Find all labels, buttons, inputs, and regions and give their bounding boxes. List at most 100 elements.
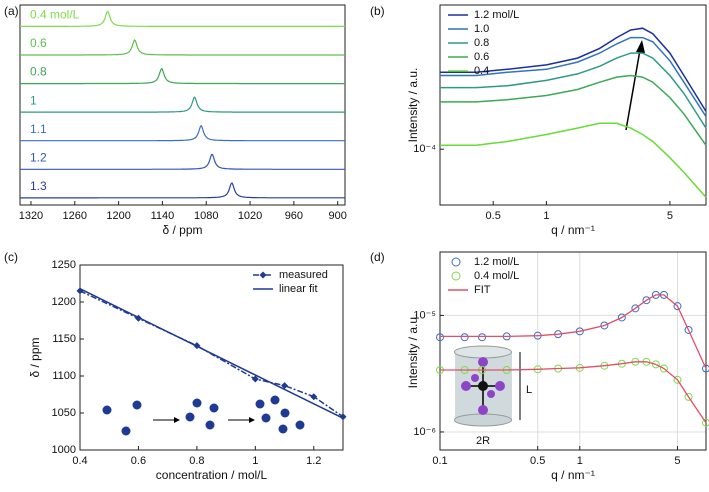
data-point [631, 304, 640, 313]
data-point [702, 418, 709, 427]
x-tick-label: 1320 [19, 210, 43, 222]
panel-label: (a) [4, 4, 19, 18]
data-point [702, 364, 709, 373]
legend-label: 0.4 [474, 65, 489, 77]
legend-label: 0.8 [474, 37, 489, 49]
spectrum [20, 96, 345, 113]
y-tick-label: 1050 [52, 407, 76, 419]
plot-frame [439, 251, 707, 451]
series-label: 1 [30, 93, 37, 107]
legend-label: 1.2 mol/L [474, 256, 519, 268]
x-tick-label: 1260 [63, 210, 87, 222]
spectrum [20, 153, 345, 170]
series-label: 1.1 [30, 122, 47, 136]
data-point [651, 360, 660, 369]
series-line [440, 27, 707, 112]
data-point [684, 325, 693, 334]
x-tick-label: 0.1 [432, 455, 447, 467]
y-tick-label: 1200 [52, 296, 76, 308]
y-axis-label: δ / ppm [28, 337, 42, 377]
panel: (d) 0.1 0.5 1 5 10⁻⁶ 10⁻⁵ q / nm⁻¹ Intensity / a… [370, 250, 709, 482]
x-tick-label: 1200 [106, 210, 130, 222]
x-tick-label: 1.2 [306, 455, 321, 467]
data-point [251, 375, 259, 383]
series-label: 1.3 [30, 179, 47, 193]
y-tick-label: 10⁻⁴ [413, 143, 436, 155]
series-label: 0.6 [30, 36, 47, 50]
y-tick-label: 1100 [52, 370, 76, 382]
x-tick-label: 960 [285, 210, 303, 222]
data-point [436, 333, 444, 342]
series-line [440, 52, 707, 129]
legend-label: measured [279, 269, 328, 281]
series-line [440, 74, 707, 146]
x-tick-label: 1 [543, 210, 549, 222]
legend-marker [259, 271, 267, 279]
data-point [76, 287, 84, 295]
x-tick-label: 1140 [151, 210, 175, 222]
panel: (a) 1320 1260 1200 1140 1080 1020 960 900 δ / ppm… [4, 4, 347, 237]
x-tick-label: 1 [577, 455, 583, 467]
legend-label: FIT [474, 284, 491, 296]
x-tick-label: 0.4 [72, 455, 87, 467]
data-point [673, 375, 682, 384]
series-label: 1.2 [30, 150, 47, 164]
plot-frame [19, 4, 346, 206]
y-tick-label: 1150 [52, 333, 76, 345]
x-axis-label: δ / ppm [162, 223, 202, 237]
cluster-illustration [102, 395, 305, 436]
spectrum [20, 67, 345, 85]
panel-label: (b) [370, 4, 385, 18]
x-axis-label: q / nm⁻¹ [551, 223, 595, 237]
spectrum [20, 124, 345, 142]
arrow [625, 40, 645, 131]
data-point [281, 382, 289, 390]
x-tick-label: 0.5 [530, 455, 545, 467]
x-tick-label: 5 [667, 210, 673, 222]
data-point [684, 392, 693, 401]
data-point [339, 413, 347, 421]
x-tick-label: 1 [252, 455, 258, 467]
x-tick-label: 5 [674, 455, 680, 467]
data-point [659, 364, 668, 373]
spectrum [20, 39, 345, 56]
x-tick-label: 1080 [194, 210, 218, 222]
y-tick-label: 1250 [52, 259, 76, 271]
data-point [617, 313, 626, 322]
x-axis-label: concentration / mol/L [156, 468, 268, 482]
series-line [79, 288, 344, 419]
legend-marker [451, 271, 461, 281]
legend-marker [451, 257, 461, 267]
x-tick-label: 1020 [238, 210, 262, 222]
series-line [440, 122, 707, 198]
data-point [310, 393, 318, 401]
y-axis-label: Intensity / a.u. [406, 314, 420, 389]
data-point [673, 302, 682, 311]
plot-frame [79, 264, 344, 451]
panel-label: (d) [370, 250, 385, 264]
data-point [642, 296, 651, 305]
x-tick-label: 0.8 [189, 455, 204, 467]
series-label: 0.8 [30, 65, 47, 79]
y-axis-label: Intensity / a.u. [406, 68, 420, 143]
panel: (b) 0.5 1 5 10⁻⁴ q / nm⁻¹ Intensity / a.u. 1.2 … [370, 4, 707, 237]
legend-label: 1.0 [474, 23, 489, 35]
panel-label: (c) [4, 250, 18, 264]
panel: (c) 0.4 0.6 0.8 1 1.2 1000 1050 1100 1150 1200 1250… [4, 250, 347, 482]
data-point [600, 321, 609, 330]
series-line [440, 36, 707, 118]
fit-line [440, 294, 707, 369]
fit-line [440, 361, 707, 424]
y-tick-label: 10⁻⁶ [413, 426, 436, 438]
data-point [460, 333, 469, 342]
legend-label: 0.4 mol/L [474, 270, 519, 282]
x-tick-label: 900 [329, 210, 347, 222]
legend-label: linear fit [279, 283, 318, 295]
data-point [478, 333, 487, 342]
legend-label: 1.2 mol/L [474, 9, 519, 21]
x-tick-label: 0.5 [486, 210, 501, 222]
series-label: 0.4 mol/L [30, 8, 80, 22]
annotation: L [526, 384, 532, 396]
y-tick-label: 1000 [52, 444, 76, 456]
